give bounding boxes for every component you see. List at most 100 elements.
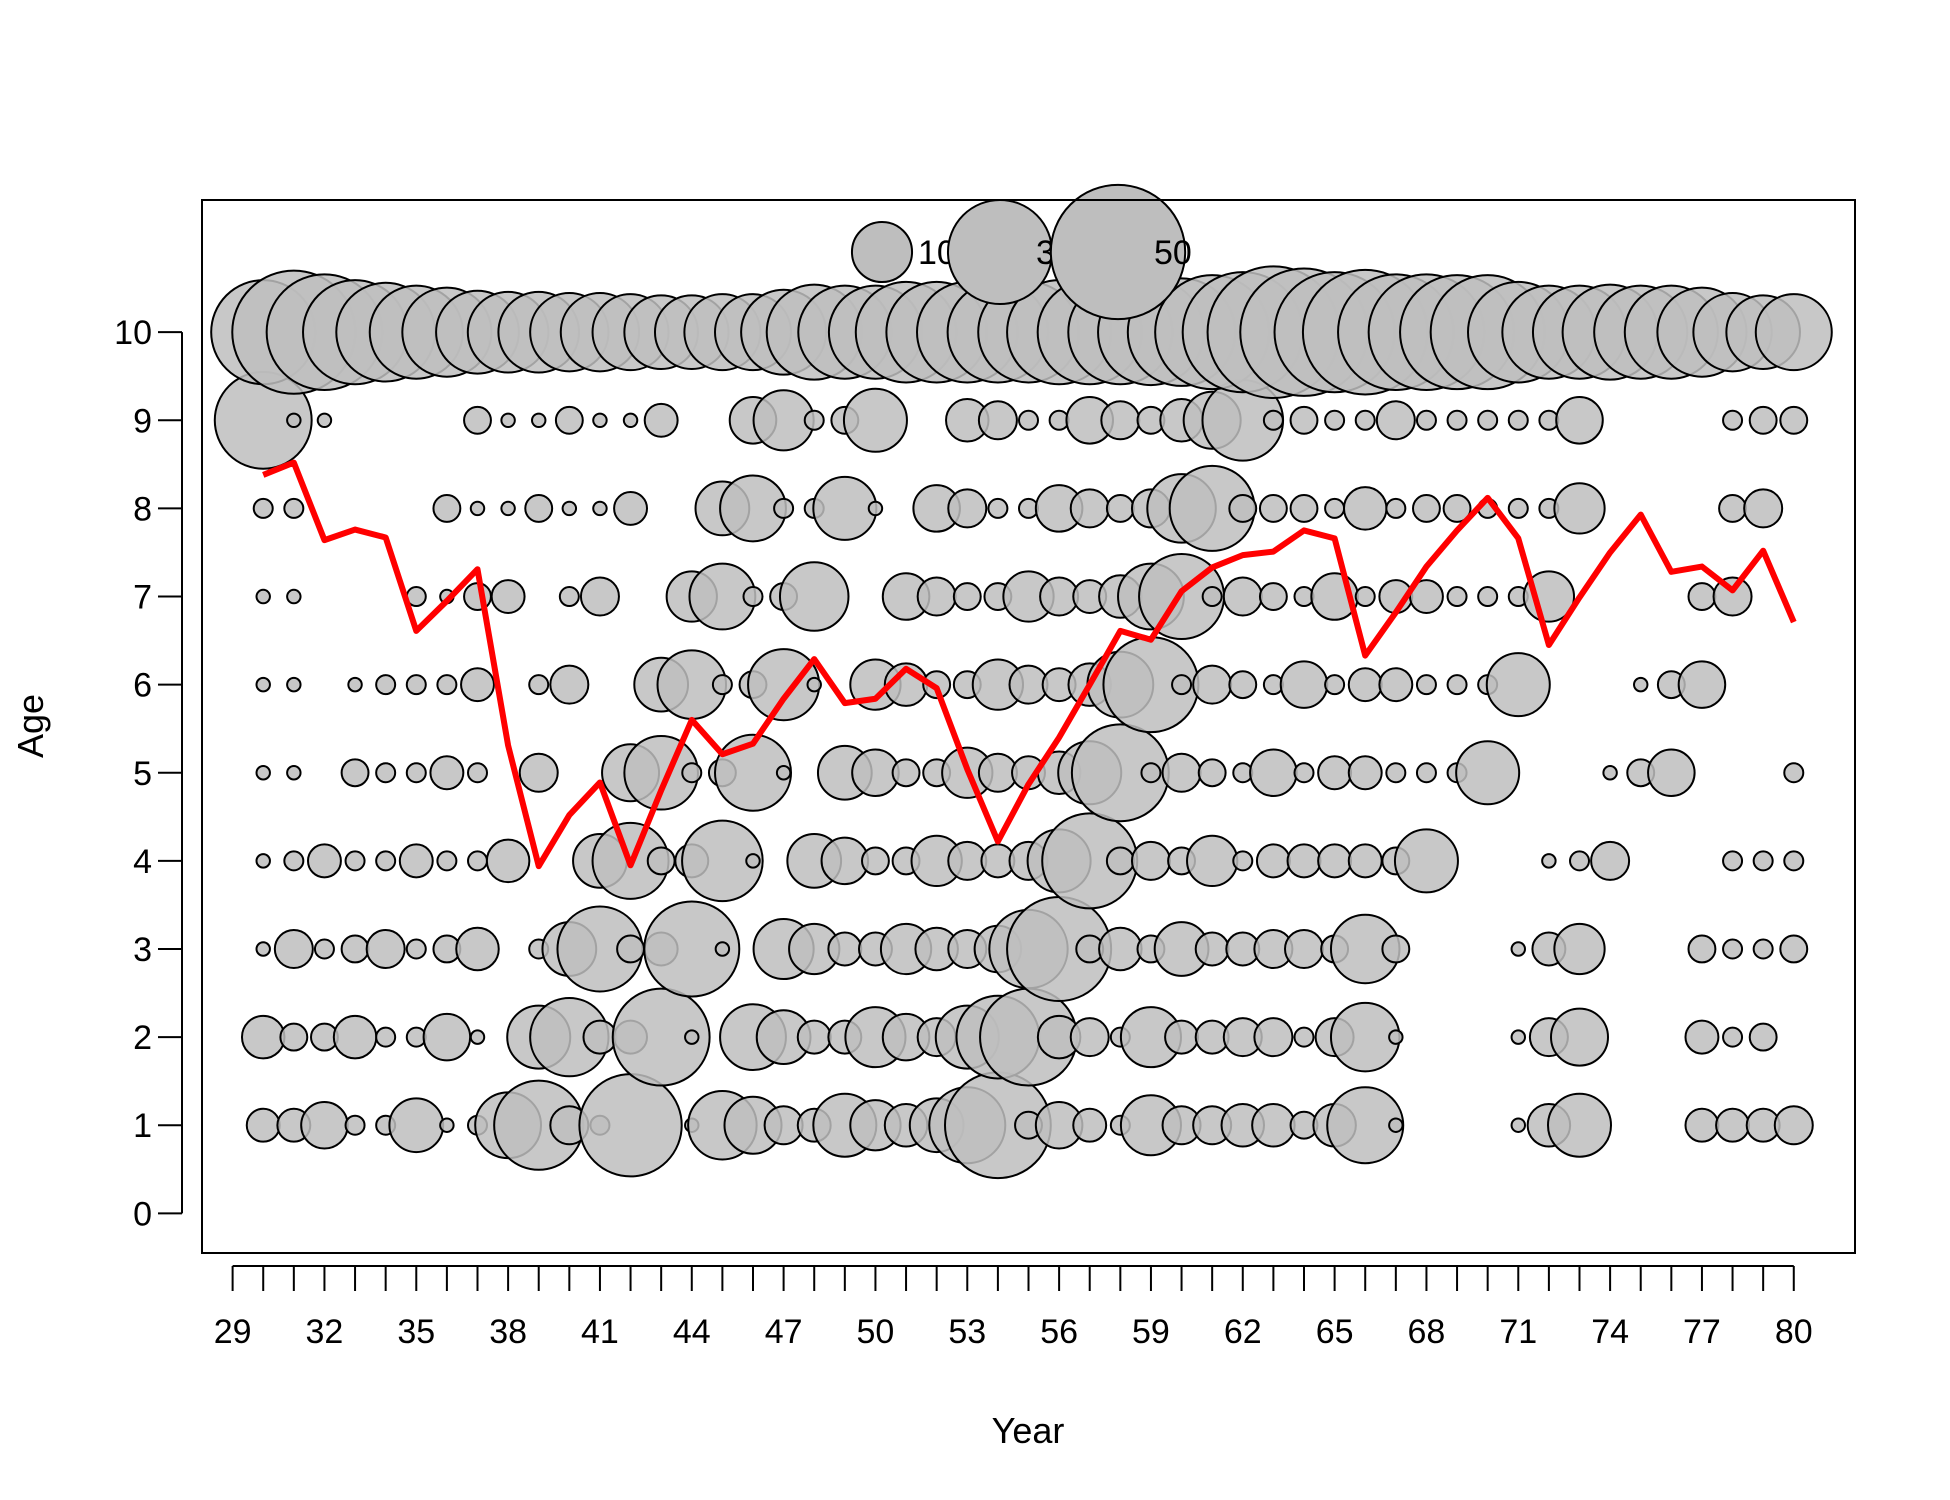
bubble bbox=[518, 752, 559, 793]
bubble bbox=[1253, 1017, 1294, 1058]
x-tick-label: 74 bbox=[1591, 1313, 1629, 1351]
bubble bbox=[1442, 493, 1472, 523]
bubble bbox=[1647, 748, 1696, 798]
bubble bbox=[616, 934, 645, 964]
bubble bbox=[1507, 497, 1529, 519]
x-tick-label: 77 bbox=[1683, 1313, 1721, 1351]
bubble bbox=[1324, 497, 1346, 519]
bubble bbox=[1752, 938, 1774, 960]
bubble bbox=[891, 758, 921, 788]
legend-label: 50 bbox=[1154, 234, 1192, 272]
bubble bbox=[1553, 482, 1606, 535]
bubble bbox=[1324, 674, 1346, 696]
bubble bbox=[1677, 660, 1727, 709]
bubble bbox=[388, 1097, 445, 1154]
bubble bbox=[439, 1117, 455, 1133]
bubble bbox=[1197, 758, 1227, 788]
bubble bbox=[432, 493, 462, 523]
bubble bbox=[775, 765, 792, 781]
bubble bbox=[1194, 931, 1230, 967]
x-tick-label: 47 bbox=[765, 1313, 803, 1351]
bubble bbox=[1354, 586, 1376, 608]
bubble bbox=[1773, 1105, 1814, 1146]
bubble bbox=[1375, 400, 1416, 441]
bubble bbox=[1192, 664, 1233, 705]
bubble bbox=[255, 853, 271, 869]
bubble bbox=[773, 497, 795, 519]
bubble bbox=[1541, 853, 1557, 869]
x-tick-label: 80 bbox=[1775, 1313, 1813, 1351]
bubble bbox=[306, 843, 342, 879]
bubble bbox=[611, 987, 711, 1087]
bubble bbox=[255, 588, 271, 605]
bubble bbox=[681, 819, 764, 903]
bubble bbox=[558, 586, 580, 608]
bubble bbox=[1342, 486, 1388, 531]
bubble bbox=[582, 1019, 618, 1055]
bubble bbox=[500, 412, 516, 429]
bubble bbox=[1507, 409, 1529, 431]
bubble bbox=[1722, 938, 1744, 960]
bubble bbox=[711, 674, 733, 696]
bubble bbox=[347, 676, 363, 693]
bubble bbox=[1072, 1107, 1108, 1143]
bubble bbox=[1783, 762, 1805, 784]
x-tick-label: 50 bbox=[857, 1313, 895, 1351]
y-tick-label: 4 bbox=[133, 843, 152, 881]
bubble bbox=[1161, 752, 1202, 793]
bubble bbox=[422, 1012, 472, 1062]
bubble bbox=[643, 402, 679, 438]
bubble bbox=[1415, 674, 1437, 696]
bubble bbox=[1293, 762, 1315, 784]
bubbles bbox=[210, 265, 1833, 1180]
bubble bbox=[1018, 409, 1039, 431]
bubble bbox=[1130, 840, 1171, 881]
bubble bbox=[842, 387, 908, 453]
bubble bbox=[375, 674, 397, 696]
x-tick-label: 41 bbox=[581, 1313, 619, 1351]
bubble bbox=[436, 674, 458, 696]
bubble bbox=[549, 664, 590, 705]
bubble bbox=[1555, 396, 1604, 445]
bubble bbox=[1140, 762, 1162, 784]
bubble bbox=[1381, 934, 1411, 964]
bubble bbox=[1069, 488, 1110, 529]
bubble bbox=[867, 500, 884, 517]
plot-frame bbox=[201, 199, 1856, 1254]
bubble bbox=[1228, 493, 1258, 523]
bubble bbox=[1279, 660, 1329, 709]
bubble bbox=[778, 561, 850, 632]
bubble bbox=[861, 846, 890, 876]
bubble bbox=[1258, 493, 1288, 523]
y-tick-label: 3 bbox=[133, 931, 152, 969]
bubble bbox=[1510, 1117, 1526, 1133]
bubble bbox=[313, 938, 335, 960]
bubble bbox=[1324, 409, 1346, 431]
y-tick-label: 2 bbox=[133, 1019, 152, 1057]
bubble bbox=[1722, 409, 1744, 431]
bubble bbox=[1289, 405, 1319, 435]
bubble bbox=[578, 1073, 683, 1178]
bubble bbox=[252, 497, 274, 519]
bubble bbox=[987, 497, 1009, 519]
bubble bbox=[1715, 1107, 1751, 1143]
bubble bbox=[500, 500, 516, 517]
bubble bbox=[613, 490, 649, 526]
bubble bbox=[592, 500, 608, 517]
x-tick-label: 65 bbox=[1316, 1313, 1354, 1351]
bubble bbox=[1783, 850, 1805, 872]
bubble bbox=[398, 843, 434, 879]
bubble bbox=[255, 676, 271, 693]
bubble bbox=[646, 846, 676, 876]
bubble bbox=[375, 1026, 397, 1048]
bubble bbox=[1779, 934, 1809, 964]
bubble bbox=[1687, 934, 1717, 964]
bubble bbox=[1385, 762, 1407, 784]
bubble bbox=[1712, 576, 1753, 617]
bubble bbox=[1347, 667, 1383, 703]
bubble bbox=[1100, 400, 1141, 441]
bubble bbox=[1569, 850, 1590, 872]
bubble bbox=[1684, 1107, 1720, 1143]
bubble bbox=[1286, 843, 1322, 879]
bubble bbox=[1251, 1102, 1296, 1148]
